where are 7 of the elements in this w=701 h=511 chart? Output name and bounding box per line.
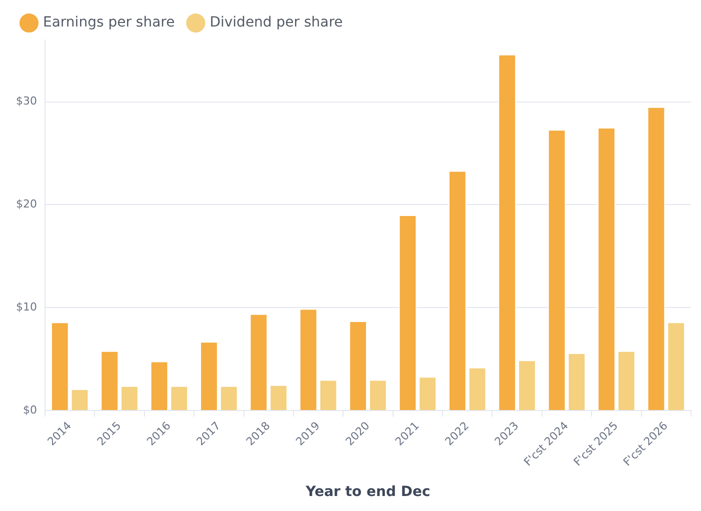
y-tick-label: $0 [22, 403, 37, 416]
y-tick-label: $30 [16, 94, 37, 108]
x-axis-title: Year to end Dec [304, 484, 430, 500]
legend-label: Dividend per share [210, 14, 343, 31]
legend-label: Earnings per share [43, 14, 175, 31]
y-tick-label: $10 [16, 300, 37, 314]
y-tick-label: $20 [16, 198, 37, 211]
